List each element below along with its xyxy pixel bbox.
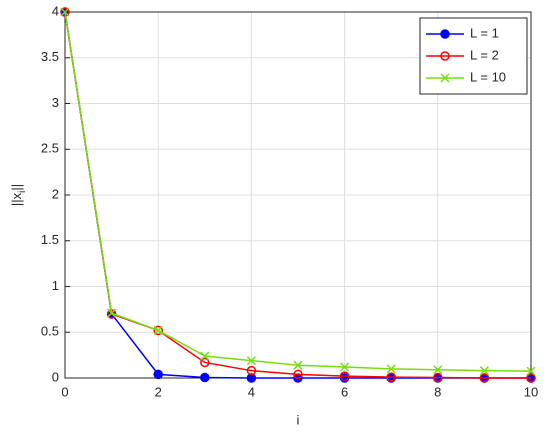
marker	[153, 325, 163, 336]
marker	[293, 360, 303, 370]
x-tick-label: 8	[434, 384, 441, 399]
marker	[339, 371, 350, 381]
y-axis-label: ||xi||	[9, 184, 27, 206]
x-tick-label: 2	[155, 384, 162, 399]
y-tick-label: 1.5	[41, 232, 59, 247]
marker	[246, 365, 257, 376]
y-axis-label-subscript: i	[17, 191, 28, 193]
marker	[200, 372, 210, 383]
y-axis-label-part: ||	[9, 184, 24, 191]
y-tick-label: 2	[52, 186, 59, 201]
marker	[386, 364, 396, 374]
legend-label: L = 2	[470, 47, 499, 62]
y-tick-label: 3.5	[41, 49, 59, 64]
marker	[60, 7, 70, 17]
marker	[200, 351, 210, 361]
legend-label: L = 10	[470, 69, 506, 84]
x-tick-label: 6	[341, 384, 348, 399]
legend-marker	[440, 73, 450, 83]
y-tick-label: 4	[52, 3, 59, 18]
marker	[526, 366, 536, 376]
marker	[386, 372, 396, 382]
legend: L = 1 L = 2 L = 10	[419, 17, 528, 95]
y-tick-label: 0	[52, 369, 59, 384]
marker	[200, 357, 210, 368]
y-tick-label: 2.5	[41, 141, 59, 156]
y-tick-label: 3	[52, 95, 59, 110]
y-tick-label: 1	[52, 278, 59, 293]
marker	[293, 369, 303, 380]
marker	[153, 369, 163, 380]
x-axis-label: i	[297, 412, 300, 427]
marker	[153, 325, 163, 335]
x-tick-label: 4	[248, 384, 255, 399]
marker	[107, 308, 117, 318]
marker	[340, 362, 350, 372]
x-tick-label: 0	[61, 384, 68, 399]
x-tick-label: 10	[524, 384, 538, 399]
y-tick-label: 0.5	[41, 324, 59, 339]
marker	[246, 356, 256, 366]
marker	[433, 372, 443, 383]
y-axis-label-part: ||x	[9, 192, 24, 206]
legend-marker	[440, 51, 450, 61]
marker	[526, 373, 536, 383]
marker	[479, 366, 489, 376]
marker	[479, 373, 490, 383]
legend-marker	[440, 29, 450, 39]
marker	[433, 365, 443, 375]
legend-label: L = 1	[470, 25, 499, 40]
